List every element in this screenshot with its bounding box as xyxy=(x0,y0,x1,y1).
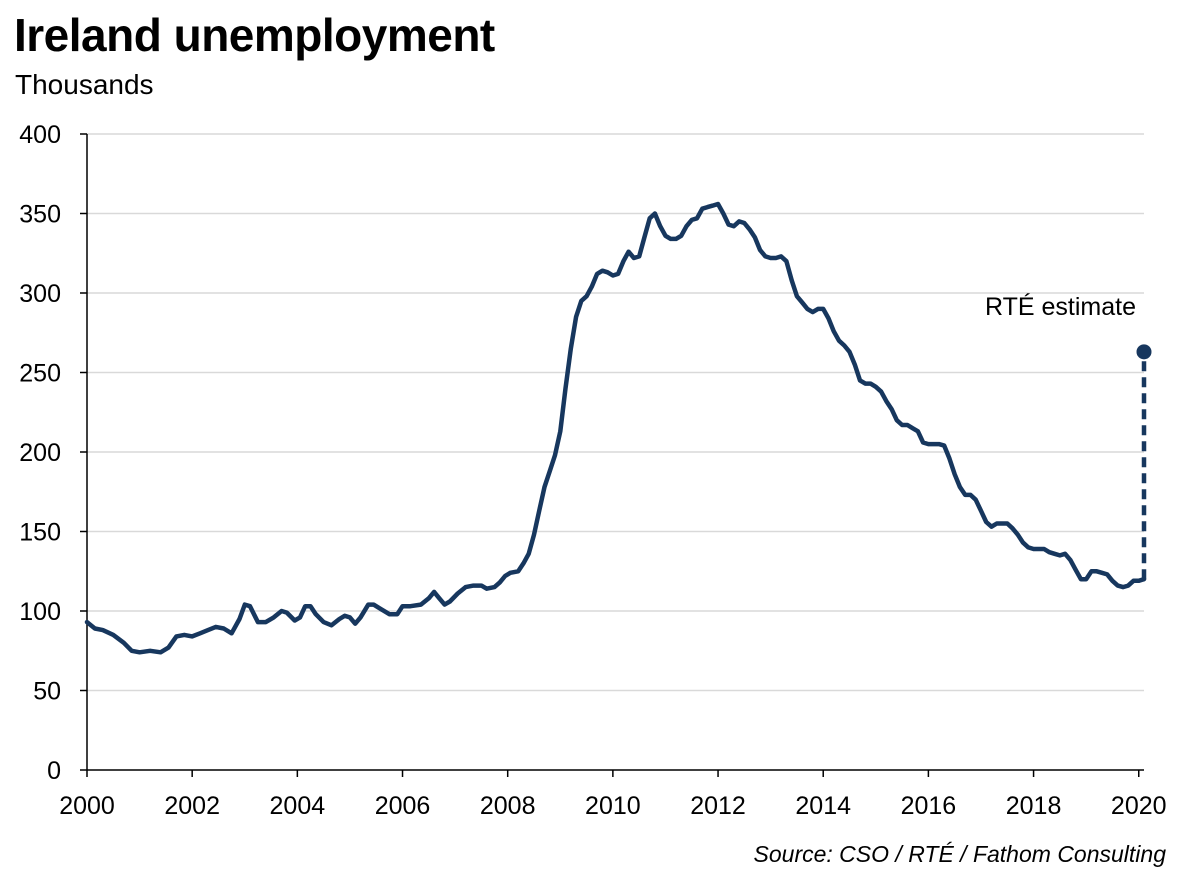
x-tick-label: 2014 xyxy=(795,792,851,820)
estimate-layer: RTÉ estimate xyxy=(985,292,1152,580)
gridlines xyxy=(87,133,1144,692)
x-tick-label: 2006 xyxy=(375,792,431,820)
chart-subtitle: Thousands xyxy=(15,69,154,100)
estimate-label: RTÉ estimate xyxy=(985,292,1136,321)
x-tick-label: 2020 xyxy=(1111,792,1167,820)
y-tick-label: 100 xyxy=(19,598,61,626)
y-tick-label: 250 xyxy=(19,360,61,388)
y-tick-label: 50 xyxy=(33,678,61,706)
y-tick-label: 200 xyxy=(19,439,61,467)
y-tick-label: 300 xyxy=(19,280,61,308)
y-axis-ticks: 0 50 100 150 200 250 300 350 400 xyxy=(19,121,87,785)
x-tick-label: 2016 xyxy=(901,792,957,820)
x-axis-ticks: 2000 2002 2004 2006 2008 2010 2012 2014 2016 2018… xyxy=(59,770,1167,820)
x-tick-label: 2000 xyxy=(59,792,115,820)
x-tick-label: 2010 xyxy=(585,792,641,820)
x-tick-label: 2018 xyxy=(1006,792,1062,820)
x-tick-label: 2004 xyxy=(270,792,326,820)
series-layer xyxy=(84,201,1147,655)
chart-title: Ireland unemployment xyxy=(14,9,495,61)
x-tick-label: 2008 xyxy=(480,792,536,820)
y-tick-label: 400 xyxy=(19,121,61,149)
x-tick-label: 2002 xyxy=(164,792,220,820)
y-tick-label: 350 xyxy=(19,201,61,229)
y-tick-label: 0 xyxy=(47,757,61,785)
y-tick-label: 150 xyxy=(19,519,61,547)
estimate-marker xyxy=(1136,344,1152,360)
x-tick-label: 2012 xyxy=(690,792,746,820)
series-line xyxy=(84,201,1147,655)
source-note: Source: CSO / RTÉ / Fathom Consulting xyxy=(753,841,1166,867)
